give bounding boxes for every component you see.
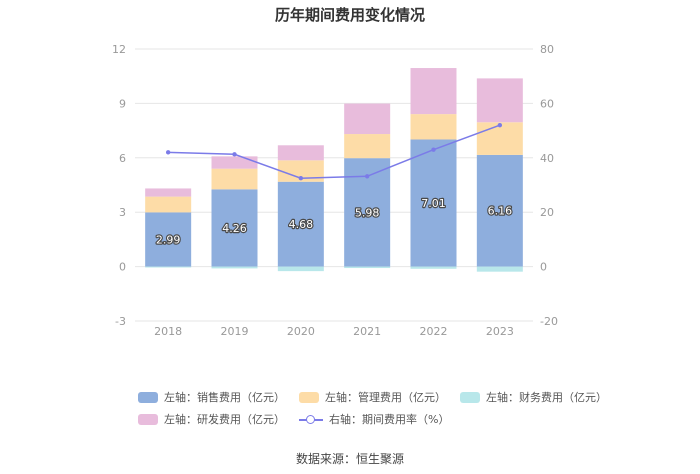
- x-tick-label: 2019: [221, 325, 249, 338]
- y-right-tick-label: 60: [540, 97, 554, 110]
- rate-point: [497, 122, 503, 128]
- x-tick-label: 2018: [154, 325, 182, 338]
- y-right-tick-label: 20: [540, 206, 554, 219]
- legend-label-rate: 右轴：期间费用率（%）: [329, 413, 450, 426]
- bar-admin: [277, 160, 324, 182]
- bar-finance: [211, 266, 258, 269]
- bar-finance: [476, 266, 523, 272]
- bar-rnd: [277, 145, 324, 161]
- rate-point: [298, 176, 304, 181]
- legend-label-admin: 左轴：管理费用（亿元）: [325, 391, 446, 404]
- bar-rnd: [476, 78, 523, 123]
- y-left-tick-label: 0: [119, 261, 126, 274]
- bar-data-label: 5.98: [355, 206, 380, 219]
- y-left-tick-label: 6: [119, 152, 126, 165]
- bar-admin: [476, 122, 523, 155]
- legend-item-finance[interactable]: 左轴：财务费用（亿元）: [460, 389, 607, 405]
- legend-swatch-rnd: [138, 413, 158, 425]
- legend-label-finance: 左轴：财务费用（亿元）: [486, 391, 607, 404]
- y-right-tick-label: -20: [540, 315, 558, 328]
- bar-finance: [145, 266, 192, 268]
- bar-finance: [344, 266, 391, 269]
- legend-item-rate[interactable]: 右轴：期间费用率（%）: [299, 411, 449, 427]
- bar-admin: [211, 168, 258, 190]
- bar-admin: [410, 114, 457, 140]
- x-tick-label: 2023: [486, 325, 514, 338]
- legend-label-rnd: 左轴：研发费用（亿元）: [164, 413, 285, 426]
- bar-rnd: [211, 156, 258, 169]
- data-source: 数据来源：恒生聚源: [295, 452, 404, 466]
- y-left-tick-label: -3: [115, 315, 126, 328]
- y-right-tick-label: 40: [540, 152, 554, 165]
- legend-label-sales: 左轴：销售费用（亿元）: [164, 391, 285, 404]
- bar-rnd: [344, 103, 391, 135]
- rate-point: [364, 174, 370, 179]
- y-left-tick-label: 12: [112, 43, 126, 56]
- bar-sales: [211, 189, 258, 267]
- bar-sales: [476, 154, 523, 267]
- rate-point: [165, 150, 171, 155]
- x-tick-label: 2022: [420, 325, 448, 338]
- bar-data-label: 4.26: [222, 222, 247, 235]
- legend: 左轴：销售费用（亿元） 左轴：管理费用（亿元） 左轴：财务费用（亿元） 左轴：研…: [138, 386, 607, 430]
- legend-swatch-sales: [138, 391, 158, 403]
- legend-item-rnd[interactable]: 左轴：研发费用（亿元）: [138, 411, 285, 427]
- bar-rnd: [410, 68, 457, 115]
- y-right-tick-label: 0: [540, 261, 547, 274]
- legend-item-sales[interactable]: 左轴：销售费用（亿元）: [138, 389, 285, 405]
- rate-line: [168, 124, 501, 179]
- bar-data-label: 7.01: [421, 197, 446, 210]
- rate-point: [232, 152, 237, 157]
- x-tick-label: 2020: [287, 325, 315, 338]
- bar-admin: [145, 196, 192, 213]
- legend-swatch-rate: [299, 414, 323, 425]
- legend-item-admin[interactable]: 左轴：管理费用（亿元）: [299, 389, 446, 405]
- bar-finance: [277, 266, 324, 272]
- bar-sales: [145, 212, 192, 267]
- y-left-tick-label: 3: [119, 206, 126, 219]
- x-tick-label: 2021: [353, 325, 381, 338]
- bar-sales: [277, 181, 324, 267]
- rate-point: [431, 147, 436, 152]
- bar-data-label: 4.68: [289, 218, 314, 231]
- y-left-tick-label: 9: [119, 97, 126, 110]
- bar-admin: [344, 134, 391, 159]
- legend-swatch-finance: [460, 391, 480, 403]
- bar-sales: [410, 139, 457, 267]
- bar-data-label: 6.16: [488, 205, 513, 218]
- bar-data-label: 2.99: [156, 233, 181, 246]
- bar-finance: [410, 266, 457, 269]
- legend-swatch-admin: [299, 391, 319, 403]
- bar-rnd: [145, 188, 192, 197]
- chart-plot: 12 80 9 60 6 40 3 20 0 0 -3 -20 2018 2.99 2019 4.26 2020…: [112, 43, 558, 338]
- y-right-tick-label: 80: [540, 43, 554, 56]
- chart-title: 历年期间费用变化情况: [274, 6, 425, 24]
